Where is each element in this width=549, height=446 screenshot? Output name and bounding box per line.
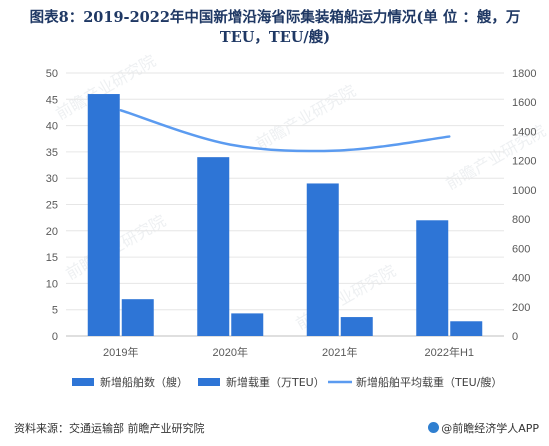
legend-label: 新增船舶数（艘） [100,375,188,389]
y-axis-right: 0 200 400 600 800 1000 1200 1400 1600 1800 [512,68,536,343]
line-avg-capacity [119,109,451,153]
legend-label: 新增载重（万TEU） [226,375,325,389]
y-left-tick-label: 5 [52,305,58,317]
legend-swatch [198,378,220,386]
y-left-tick-label: 35 [46,147,58,159]
bar-ships [197,157,230,336]
y-axis-left: 0 5 10 15 20 25 30 35 40 45 50 [46,68,58,343]
y-left-tick-label: 40 [46,121,58,133]
x-tick-label: 2022年H1 [424,345,474,359]
watermark-text: 前瞻产业研究院 [253,81,360,153]
chart-title: 图表8：2019-2022年中国新增沿海省际集装箱船运力情况(单 位 ：艘，万T… [29,9,521,46]
brand-credit: @前瞻经济学人APP [428,420,539,436]
y-right-tick-label: 800 [512,214,530,226]
legend: 新增船舶数（艘） 新增载重（万TEU） 新增船舶平均载重（TEU/艘） [72,375,502,389]
bar-capacity [231,313,264,336]
y-left-tick-label: 25 [46,200,58,212]
bar-ships [306,183,339,336]
bar-ships [416,220,449,336]
y-left-tick-label: 45 [46,94,58,106]
y-left-tick-label: 10 [46,278,58,290]
x-axis: 2019年 2020年 2021年 2022年H1 [103,345,474,359]
y-left-tick-label: 20 [46,226,58,238]
bar-ships [87,94,120,336]
bar-capacity [340,317,373,336]
y-right-tick-label: 600 [512,243,530,255]
x-tick-label: 2019年 [103,345,138,359]
y-left-tick-label: 0 [52,331,58,343]
brand-text: @前瞻经济学人APP [441,422,539,435]
legend-label: 新增船舶平均载重（TEU/艘） [356,375,502,389]
y-left-tick-label: 30 [46,173,58,185]
y-right-tick-label: 1400 [512,126,536,138]
y-right-tick-label: 200 [512,302,530,314]
x-tick-label: 2020年 [213,345,248,359]
y-right-tick-label: 1600 [512,97,536,109]
watermark-layer: 前瞻产业研究院前瞻产业研究院前瞻产业研究院前瞻产业研究院前瞻产业研究院 [53,51,549,333]
bar-capacity [121,299,154,336]
line-layer [119,109,451,153]
brand-logo-icon [428,422,440,433]
x-tick-label: 2021年 [322,345,357,359]
source-note: 资料来源：交通运输部 前瞻产业研究院 [14,422,205,435]
y-left-tick-label: 15 [46,252,58,264]
y-right-tick-label: 1200 [512,156,536,168]
bars-layer [87,94,483,336]
y-right-tick-label: 400 [512,273,530,285]
y-right-tick-label: 1800 [512,68,536,80]
y-right-tick-label: 1000 [512,185,536,197]
legend-swatch [72,378,94,386]
y-right-tick-label: 0 [512,331,518,343]
bar-capacity [450,321,483,336]
y-left-tick-label: 50 [46,68,58,80]
